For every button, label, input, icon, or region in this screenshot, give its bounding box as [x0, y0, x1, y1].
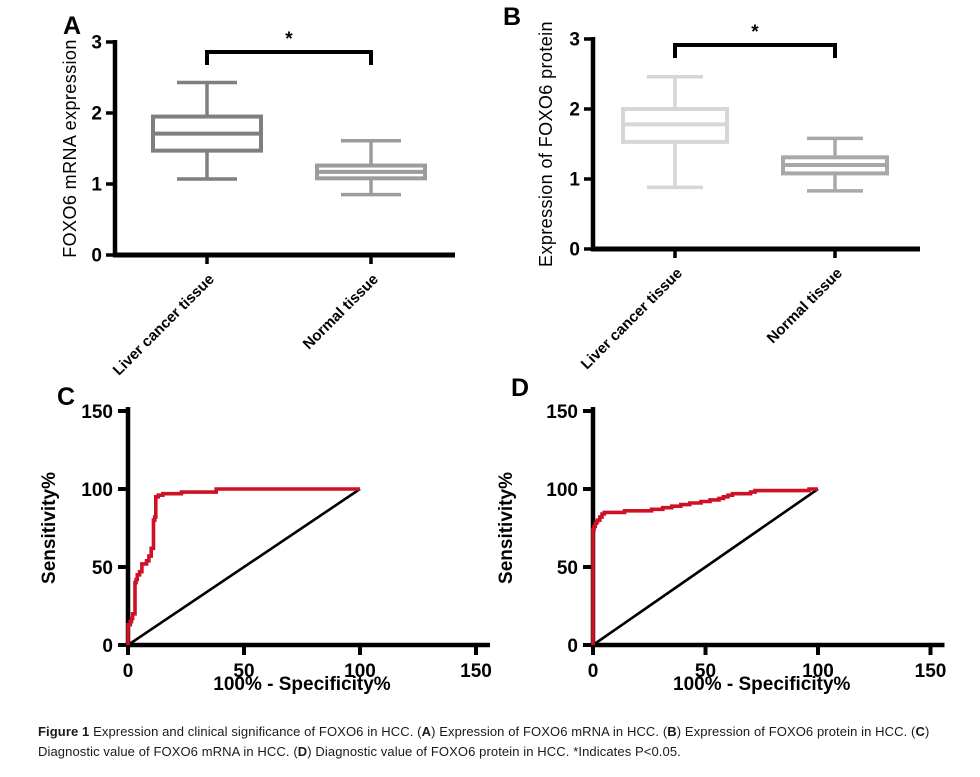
y-tick-label: 1	[569, 170, 580, 191]
y-tick-label: 3	[569, 30, 580, 51]
y-tick-label: 1	[91, 175, 102, 196]
x-tick-label: 150	[460, 661, 492, 682]
x-tick-label: 50	[233, 661, 254, 682]
panel-b-label: B	[503, 3, 522, 31]
y-tick-label: 50	[557, 558, 578, 579]
y-axis-title: FOXO6 mRNA expression	[60, 39, 80, 257]
y-tick-label: 2	[569, 100, 580, 121]
caption-segment: ) Expression of FOXO6 protein in HCC. (	[676, 724, 916, 739]
y-tick-label: 3	[91, 33, 102, 54]
panel-c-roc-plot: 0 50 100 150 0 50 100 150 Sensitivity% 100% - Spe…	[39, 402, 492, 695]
caption-segment: B	[667, 724, 677, 739]
roc-curve	[126, 487, 360, 645]
caption-segment: D	[297, 744, 308, 760]
caption-segment: ) Expression of FOXO6 mRNA in HCC. (	[431, 724, 668, 739]
y-axis-title: Sensitivity%	[496, 472, 517, 584]
caption-segment: Expression and clinical significance of …	[89, 724, 422, 739]
significance-asterisk: *	[751, 22, 759, 43]
panel-d-roc-plot: 0 50 100 150 0 50 100 150 Sensitivity% 100% - Spe…	[496, 402, 947, 695]
y-tick-label: 0	[102, 636, 113, 657]
category-label: Normal tissue	[300, 271, 382, 353]
panel-a-label: A	[63, 12, 82, 40]
x-tick-label: 100	[344, 661, 376, 682]
reference-line	[127, 487, 361, 647]
y-tick-label: 50	[92, 558, 113, 579]
x-axis-title: 100% - Specificity%	[213, 674, 391, 695]
y-tick-label: 0	[91, 246, 102, 267]
figure-caption: Figure 1 Expression and clinical signifi…	[38, 722, 950, 762]
caption-segment: ) Diagnostic value of FOXO6 protein in H…	[307, 744, 681, 760]
roc-curve	[591, 487, 818, 645]
x-tick-label: 0	[123, 661, 134, 682]
panel-c-label: C	[57, 383, 76, 411]
y-tick-label: 0	[569, 240, 580, 261]
panel-b-boxplot: 0 1 2 3 Liver cancer tissue Normal tissue Expr…	[536, 21, 920, 373]
x-tick-label: 150	[915, 661, 947, 682]
reference-line	[592, 487, 819, 647]
y-axis-title: Expression of FOXO6 protein	[536, 21, 556, 267]
x-tick-label: 50	[695, 661, 716, 682]
y-tick-label: 100	[546, 480, 578, 501]
caption-segment: A	[421, 724, 432, 739]
caption-segment: C	[915, 724, 925, 739]
x-axis-title: 100% - Specificity%	[673, 674, 851, 695]
caption-segment: Figure 1	[38, 724, 90, 739]
y-tick-label: 150	[81, 402, 113, 423]
significance-asterisk: *	[285, 29, 293, 50]
y-axis-title: Sensitivity%	[39, 472, 60, 584]
panel-a-boxplot: 0 1 2 3 Liver cancer tissue Normal tissue FOXO…	[60, 29, 455, 379]
x-tick-label: 0	[588, 661, 599, 682]
category-label: Liver cancer tissue	[578, 265, 686, 373]
y-tick-label: 2	[91, 104, 102, 125]
panel-d-label: D	[511, 374, 530, 402]
category-label: Normal tissue	[764, 265, 846, 347]
y-tick-label: 150	[546, 402, 578, 423]
y-tick-label: 0	[567, 636, 578, 657]
category-label: Liver cancer tissue	[110, 271, 218, 379]
y-tick-label: 100	[81, 480, 113, 501]
x-tick-label: 100	[802, 661, 834, 682]
caption-segment: ) Diagnostic value of FOXO6 mRNA in HCC.…	[38, 724, 930, 760]
